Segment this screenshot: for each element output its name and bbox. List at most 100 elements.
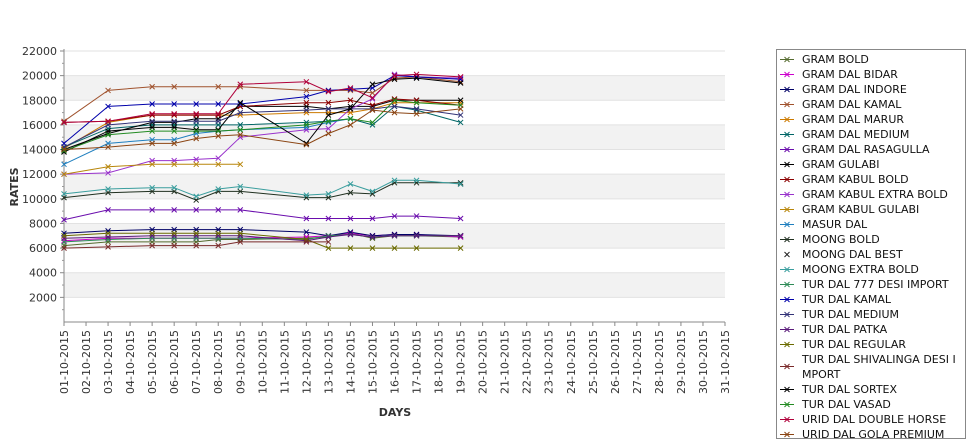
legend-label: GRAM BOLD — [802, 53, 869, 66]
data-point — [369, 107, 376, 113]
data-point — [369, 122, 376, 128]
data-point — [325, 239, 332, 245]
y-tick-label: 12000 — [22, 168, 57, 181]
data-point — [457, 119, 464, 126]
x-axis-ticks: 01-10-2015 02-10-2015 03-10-2015 04-10-2015… — [58, 322, 732, 394]
data-point — [325, 99, 332, 106]
y-tick-label: 8000 — [29, 217, 57, 230]
data-point — [237, 81, 244, 88]
data-point — [193, 161, 200, 168]
data-point — [171, 101, 178, 107]
legend-item: TUR DAL SORTEX — [777, 382, 965, 397]
data-point — [61, 216, 67, 223]
legend-item: TUR DAL 777 DESI IMPORT — [777, 277, 965, 292]
data-point — [215, 110, 222, 117]
data-point — [149, 184, 155, 191]
x-tick-label: 06-10-2015 — [168, 330, 181, 394]
data-point — [171, 128, 178, 134]
data-point — [171, 230, 178, 237]
legend-label: MOONG DAL BEST — [802, 248, 903, 261]
legend-marker — [780, 341, 794, 348]
legend-item: GRAM DAL INDORE — [777, 82, 965, 97]
data-point — [105, 186, 111, 192]
legend-label: TUR DAL REGULAR — [802, 338, 907, 351]
legend-label: GRAM KABUL BOLD — [802, 173, 909, 186]
data-point — [171, 184, 178, 191]
data-point — [149, 161, 155, 168]
x-tick-label: 17-10-2015 — [411, 330, 424, 394]
data-point — [61, 191, 67, 197]
legend-marker — [780, 386, 794, 393]
data-point — [237, 239, 244, 245]
x-tick-label: 07-10-2015 — [190, 330, 203, 394]
data-point — [237, 188, 244, 195]
data-point — [171, 232, 178, 239]
series-line — [63, 75, 461, 144]
x-tick-label: 11-10-2015 — [278, 330, 291, 394]
x-tick-label: 27-10-2015 — [631, 330, 644, 394]
legend-item: GRAM DAL RASAGULLA — [777, 142, 965, 157]
data-point — [457, 106, 464, 112]
x-tick-label: 26-10-2015 — [609, 330, 622, 394]
data-point — [303, 192, 310, 198]
data-point — [105, 103, 111, 110]
data-point — [325, 234, 332, 240]
data-point — [325, 130, 332, 137]
data-point — [457, 74, 464, 80]
data-point — [105, 230, 111, 237]
legend-item: URID DAL DOUBLE HORSE — [777, 412, 965, 427]
legend-item: TUR DAL VASAD — [777, 397, 965, 412]
y-tick-label: 20000 — [22, 70, 57, 83]
data-point — [391, 97, 398, 104]
series-line — [63, 233, 461, 242]
series-tur-dal-medium — [61, 103, 464, 150]
data-point — [391, 213, 398, 219]
data-point — [193, 101, 200, 107]
data-point — [303, 78, 310, 85]
data-point — [237, 99, 244, 106]
x-tick-label: 16-10-2015 — [389, 330, 402, 394]
data-point — [347, 115, 354, 122]
series-tur-dal-vasad — [61, 97, 464, 154]
y-tick-label: 14000 — [22, 144, 57, 157]
data-point — [303, 141, 310, 148]
x-tick-label: 14-10-2015 — [344, 330, 357, 394]
data-point — [347, 229, 354, 235]
data-point — [105, 244, 111, 250]
data-point — [61, 235, 67, 242]
data-point — [391, 245, 398, 251]
series-moong-bold — [61, 179, 464, 203]
data-point — [369, 232, 376, 239]
data-point — [105, 144, 111, 150]
series-line — [63, 77, 461, 153]
series-layer — [61, 71, 464, 251]
data-point — [215, 232, 222, 239]
legend-item: GRAM DAL MARUR — [777, 112, 965, 127]
data-point — [61, 146, 67, 153]
legend-label: GRAM KABUL GULABI — [802, 203, 920, 216]
data-point — [149, 230, 155, 237]
series-line — [63, 118, 351, 165]
chart-legend: GRAM BOLD GRAM DAL BIDAR GRAM DAL INDORE GR… — [776, 49, 966, 439]
data-point — [325, 88, 332, 95]
legend-item: MOONG EXTRA BOLD — [777, 262, 965, 277]
data-point — [413, 71, 420, 78]
legend-marker — [780, 191, 794, 198]
data-point — [325, 245, 332, 251]
data-point — [369, 234, 376, 240]
data-point — [413, 232, 420, 239]
series-line — [63, 163, 241, 175]
legend-label: MOONG BOLD — [802, 233, 880, 246]
legend-item: GRAM KABUL GULABI — [777, 202, 965, 217]
data-point — [413, 106, 420, 112]
legend-label: GRAM DAL KAMAL — [802, 98, 902, 111]
data-point — [325, 125, 332, 132]
data-point — [413, 179, 420, 186]
legend-marker — [780, 221, 794, 228]
data-point — [369, 215, 376, 222]
x-tick-label: 25-10-2015 — [587, 330, 600, 394]
data-point — [215, 133, 222, 139]
data-point — [347, 86, 354, 93]
data-point — [149, 101, 155, 107]
legend-label: MOONG EXTRA BOLD — [802, 263, 919, 276]
